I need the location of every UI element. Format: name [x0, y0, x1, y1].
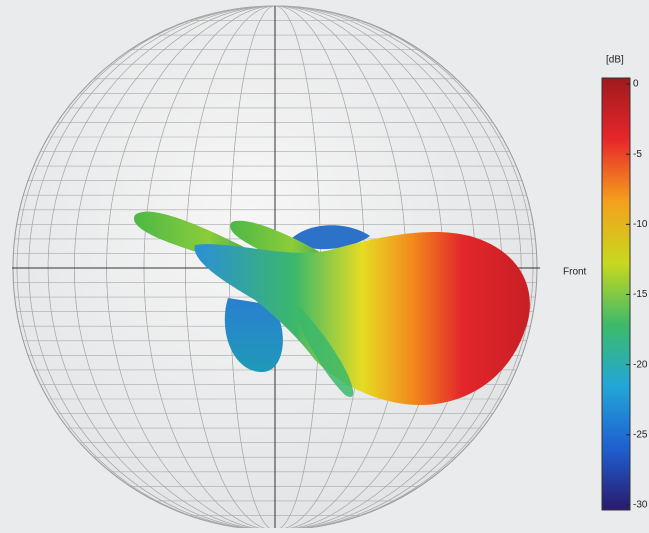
radiation-lobes	[133, 211, 530, 405]
lower-lobe	[290, 300, 354, 397]
main-lobe	[194, 231, 530, 405]
colorbar-tick-label: -5	[633, 149, 642, 160]
colorbar-tick-label: -15	[633, 289, 648, 300]
direction-label: Front	[563, 267, 587, 278]
colorbar	[601, 77, 631, 511]
colorbar-label: [dB]	[606, 55, 624, 66]
colorbar-tick-label: 0	[633, 79, 639, 90]
colorbar-tick-label: -20	[633, 359, 648, 370]
colorbar-tick-label: -30	[633, 500, 648, 511]
colorbar-tick-label: -25	[633, 429, 648, 440]
upper-lobe	[290, 225, 370, 250]
back-lobe	[224, 298, 283, 372]
colorbar-tick-label: -10	[633, 219, 648, 230]
